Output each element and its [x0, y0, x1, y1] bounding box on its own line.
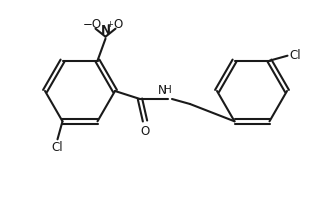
Text: H: H [164, 85, 172, 95]
Text: +: + [106, 20, 113, 29]
Text: −O: −O [83, 18, 102, 31]
Text: O: O [114, 18, 123, 31]
Text: N: N [101, 24, 111, 37]
Text: O: O [141, 125, 150, 138]
Text: Cl: Cl [52, 141, 63, 154]
Text: Cl: Cl [289, 49, 301, 62]
Text: N: N [158, 84, 166, 97]
